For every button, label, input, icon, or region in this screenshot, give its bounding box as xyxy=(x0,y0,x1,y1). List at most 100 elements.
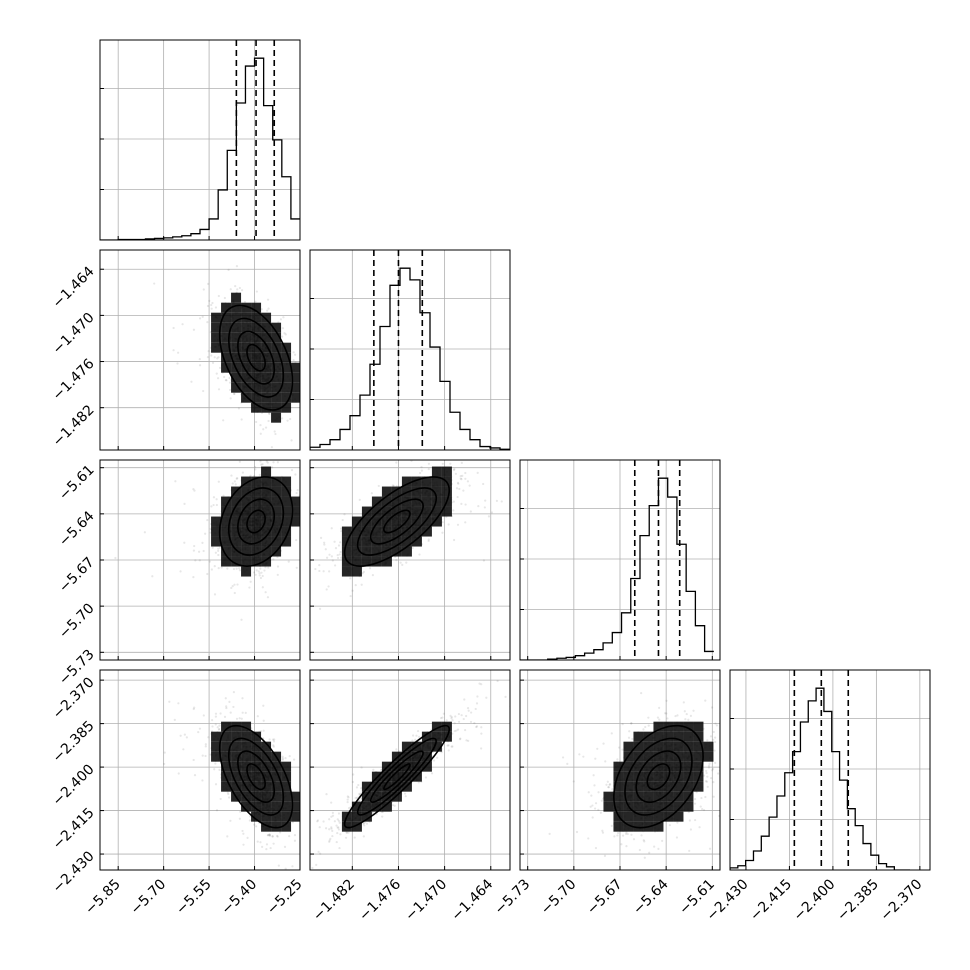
density-cell xyxy=(271,362,282,373)
density-cell xyxy=(241,516,252,527)
density-cell xyxy=(391,496,402,507)
sample-point xyxy=(213,564,216,568)
density-cell xyxy=(231,526,242,537)
sample-point xyxy=(464,477,467,480)
sample-point xyxy=(259,567,262,570)
density-cell xyxy=(241,476,252,487)
density-cell xyxy=(221,496,232,507)
sample-point xyxy=(215,503,218,507)
sample-point xyxy=(217,388,221,391)
sample-point xyxy=(287,560,290,563)
density-cell xyxy=(271,392,282,403)
sample-point xyxy=(217,549,220,552)
sample-point xyxy=(259,460,262,463)
sample-point xyxy=(223,296,226,300)
sample-point xyxy=(272,842,275,845)
sample-point xyxy=(305,570,307,572)
density-cell xyxy=(231,312,242,323)
sample-point xyxy=(255,290,258,293)
sample-point xyxy=(340,529,343,533)
sample-point xyxy=(249,580,252,583)
sample-point xyxy=(233,480,236,483)
density-cell xyxy=(271,382,282,393)
sample-point xyxy=(219,712,222,715)
sample-point xyxy=(240,717,243,720)
sample-point xyxy=(464,521,467,524)
sample-point xyxy=(303,501,305,503)
sample-point xyxy=(220,566,223,569)
sample-point xyxy=(202,389,205,393)
sample-point xyxy=(321,817,323,819)
sample-point xyxy=(325,588,328,591)
sample-point xyxy=(266,834,269,837)
sample-point xyxy=(218,727,221,731)
sample-point xyxy=(277,864,280,867)
density-cell xyxy=(411,526,422,537)
density-cell xyxy=(241,486,252,497)
density-cell xyxy=(261,342,272,353)
density-cell xyxy=(351,516,362,527)
density-cell xyxy=(431,496,442,507)
sample-point xyxy=(325,556,329,559)
panel-content xyxy=(100,250,328,450)
density-cell xyxy=(211,312,222,323)
panel-2-0 xyxy=(99,459,308,661)
density-cell xyxy=(291,382,300,393)
density-cell xyxy=(411,486,422,497)
density-cell xyxy=(231,382,242,393)
sample-point xyxy=(226,567,229,570)
sample-point xyxy=(328,553,331,556)
density-cell xyxy=(261,556,272,567)
sample-point xyxy=(452,468,456,472)
sample-point xyxy=(204,532,207,535)
sample-point xyxy=(281,755,284,758)
sample-point xyxy=(271,835,274,838)
sample-point xyxy=(217,356,220,359)
sample-point xyxy=(236,477,239,480)
sample-point xyxy=(272,745,275,748)
sample-point xyxy=(208,299,211,302)
sample-point xyxy=(182,748,185,751)
sample-point xyxy=(243,301,247,304)
sample-point xyxy=(293,839,297,842)
sample-point xyxy=(271,738,275,741)
sample-point xyxy=(193,544,196,548)
density-cell xyxy=(221,302,232,313)
sample-point xyxy=(236,583,239,586)
density-cell xyxy=(221,536,232,547)
sample-point xyxy=(304,519,306,521)
density-cell xyxy=(421,496,432,507)
sample-point xyxy=(289,417,292,421)
sample-point xyxy=(237,407,241,410)
sample-point xyxy=(234,285,237,288)
sample-point xyxy=(225,379,228,382)
sample-point xyxy=(198,317,202,320)
sample-point xyxy=(459,477,462,480)
density-cell xyxy=(431,486,442,497)
sample-point xyxy=(266,309,269,312)
sample-point xyxy=(370,492,373,495)
sample-point xyxy=(326,358,328,360)
density-cell xyxy=(221,506,232,517)
sample-point xyxy=(212,503,215,507)
sample-point xyxy=(468,484,471,487)
density-cell xyxy=(281,536,292,547)
density-cell xyxy=(241,392,252,403)
sample-point xyxy=(229,388,232,392)
sample-point xyxy=(213,593,217,596)
sample-point xyxy=(241,697,244,700)
sample-point xyxy=(330,555,333,558)
sample-point xyxy=(252,571,256,574)
sample-point xyxy=(418,553,421,556)
density-cell xyxy=(241,382,252,393)
sample-point xyxy=(306,530,308,532)
sample-point xyxy=(194,667,196,669)
sample-point xyxy=(229,711,232,714)
sample-point xyxy=(405,561,408,564)
density-cell xyxy=(251,322,262,333)
sample-point xyxy=(216,726,219,729)
sample-point xyxy=(238,460,241,463)
sample-point xyxy=(216,377,220,380)
sample-point xyxy=(276,565,280,568)
sample-point xyxy=(215,809,219,812)
